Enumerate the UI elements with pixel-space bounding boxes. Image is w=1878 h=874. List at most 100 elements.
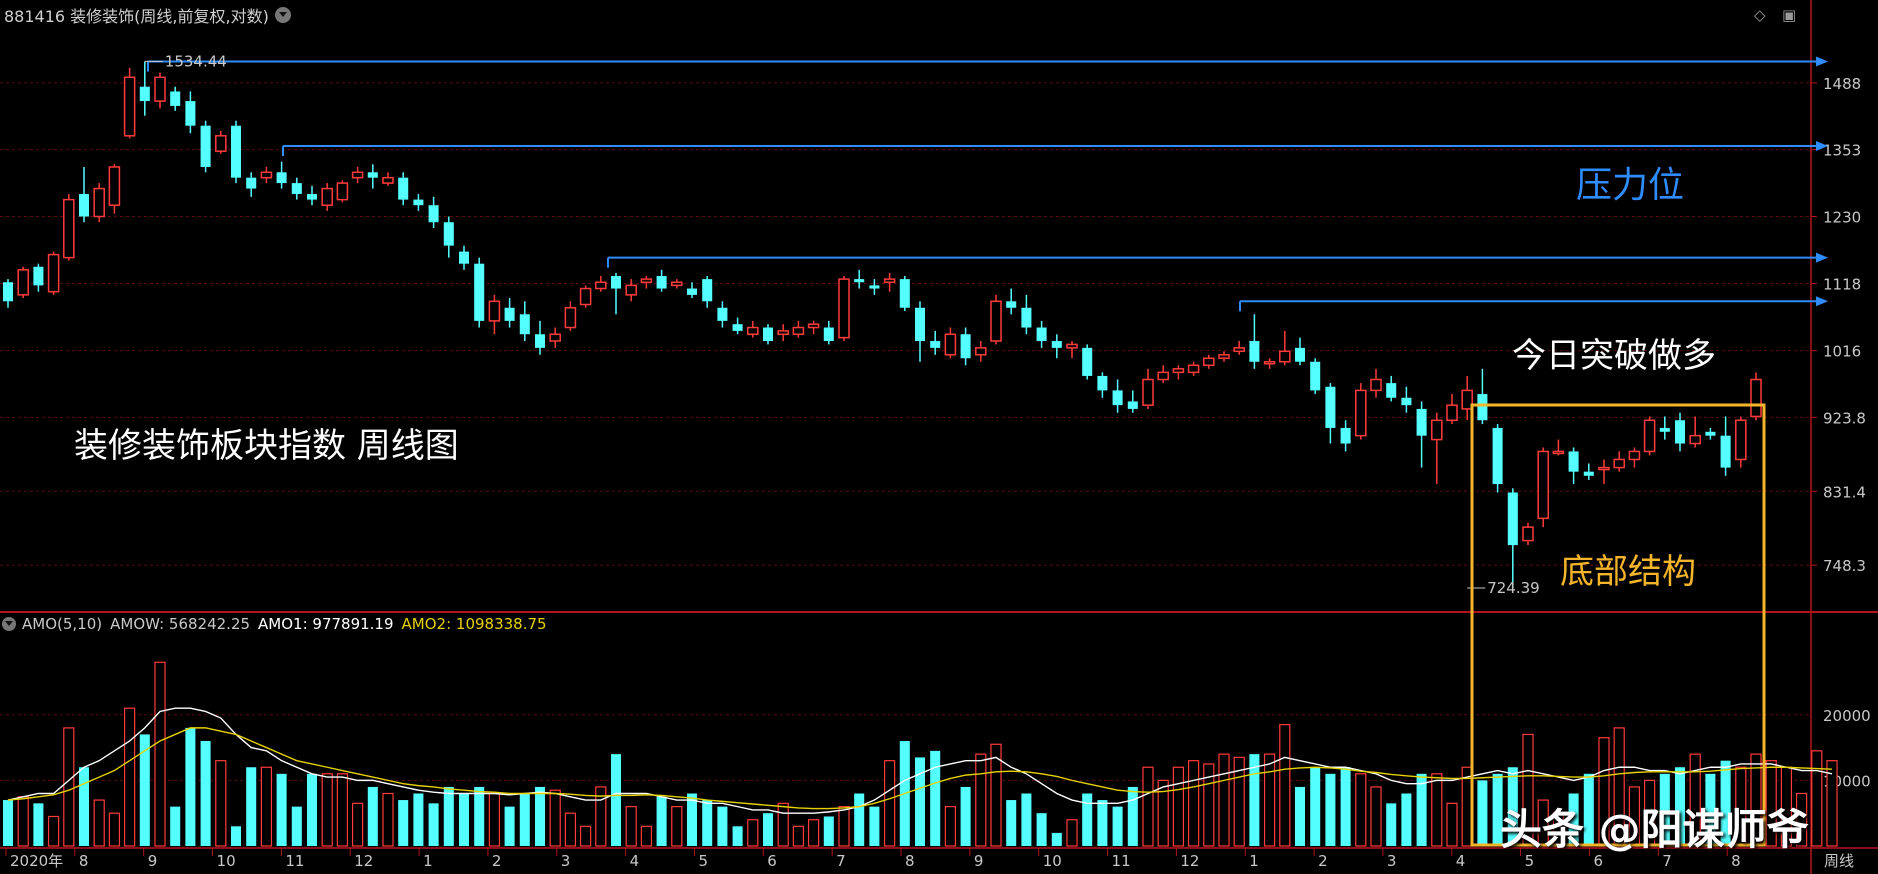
- volume-bar-up: [595, 786, 607, 847]
- indicator-name: AMO(5,10): [22, 615, 103, 633]
- volume-bar-up: [1066, 819, 1078, 847]
- x-tick-label: 7: [836, 852, 846, 870]
- volume-bar-up: [671, 806, 683, 847]
- candle-down: [1006, 301, 1017, 308]
- volume-bar-up: [1279, 723, 1291, 847]
- chevron-down-icon[interactable]: [2, 617, 16, 631]
- candle-down: [686, 288, 698, 295]
- price-tick-label: 923.8: [1823, 409, 1866, 427]
- candle-down: [276, 172, 287, 184]
- candle-up: [1689, 434, 1701, 445]
- volume-bar-up: [1263, 753, 1276, 847]
- volume-bar-down: [823, 816, 834, 846]
- chevron-down-icon[interactable]: [274, 7, 291, 23]
- candle-up: [1187, 364, 1200, 374]
- candle-down: [458, 251, 470, 264]
- candle-up: [1750, 378, 1762, 418]
- candle-up: [1355, 389, 1367, 437]
- volume-bar-up: [154, 661, 166, 847]
- volume-bar-up: [108, 812, 121, 847]
- volume-bar-up: [63, 727, 75, 847]
- volume-bar-down: [702, 800, 713, 846]
- x-tick-label: 3: [561, 852, 571, 870]
- amow-value: AMOW: 568242.25: [110, 615, 251, 633]
- volume-bar-up: [792, 825, 805, 847]
- volume-bar-down: [398, 800, 409, 846]
- volume-bar-down: [1340, 767, 1351, 846]
- candle-down: [200, 125, 211, 167]
- candle-down: [1401, 397, 1412, 406]
- candle-up: [382, 176, 394, 184]
- x-tick-label: 1: [423, 852, 433, 870]
- candle-up: [1263, 361, 1276, 365]
- candle-up: [1446, 404, 1458, 422]
- x-tick-label: 9: [148, 852, 158, 870]
- candle-up: [579, 287, 592, 306]
- volume-bar-up: [549, 789, 561, 847]
- volume-bar-down: [443, 786, 454, 846]
- volume-bar-down: [474, 786, 485, 846]
- volume-bar-down: [1051, 832, 1062, 846]
- volume-bar-up: [321, 773, 333, 847]
- volume-bar-down: [610, 754, 622, 846]
- volume-bar-up: [351, 802, 364, 847]
- candle-up: [17, 269, 29, 296]
- volume-bar-down: [930, 750, 941, 846]
- volume-bar-up: [975, 753, 987, 847]
- window-toggle-icon[interactable]: ▣: [1782, 6, 1797, 24]
- volume-bar-down: [732, 826, 743, 846]
- volume-bar-down: [276, 773, 287, 846]
- candle-up: [488, 300, 501, 322]
- candle-up: [1643, 419, 1656, 453]
- candle-down: [1492, 427, 1503, 485]
- candle-up: [1279, 350, 1291, 363]
- candle-down: [1310, 361, 1321, 391]
- volume-bar-down: [1492, 773, 1503, 846]
- x-tick-label: 8: [79, 852, 89, 870]
- x-axis-label: 周线: [1824, 852, 1854, 870]
- candle-up: [1431, 419, 1443, 441]
- volume-bar-down: [458, 793, 470, 846]
- volume-bar-down: [1568, 793, 1579, 846]
- candle-down: [823, 327, 834, 342]
- candle-up: [1370, 378, 1382, 392]
- volume-bar-down: [1705, 773, 1716, 846]
- candle-down: [1659, 427, 1670, 432]
- candle-up: [1157, 371, 1169, 381]
- volume-bar-down: [1294, 786, 1306, 846]
- candle-down: [139, 86, 150, 102]
- diamond-icon[interactable]: ◇: [1754, 6, 1766, 24]
- volume-bar-up: [336, 773, 349, 847]
- volume-bar-down: [1082, 793, 1093, 846]
- candle-up: [1142, 378, 1154, 406]
- candle-up: [625, 284, 637, 296]
- volume-bar-down: [1659, 773, 1670, 846]
- volume-bar-up: [1811, 750, 1823, 847]
- candle-down: [702, 279, 713, 302]
- candle-up: [564, 307, 577, 329]
- candle-down: [1720, 435, 1731, 468]
- x-tick-label: 2: [1318, 852, 1328, 870]
- price-tick-label: 1016: [1823, 343, 1861, 361]
- volume-bar-up: [1431, 773, 1443, 847]
- candle-down: [1477, 394, 1488, 421]
- volume-bar-up: [1446, 802, 1458, 847]
- candle-down: [230, 125, 242, 178]
- indicator-bar: AMO(5,10) AMOW: 568242.25 AMO1: 977891.1…: [2, 614, 555, 634]
- x-tick-label: 2020年: [10, 852, 63, 870]
- x-tick-label: 5: [1525, 852, 1535, 870]
- volume-bar-down: [717, 806, 728, 846]
- resistance-arrowhead: [1816, 56, 1828, 67]
- price-tick-label: 831.4: [1823, 483, 1866, 501]
- volume-bar-down: [869, 806, 880, 846]
- volume-bar-down: [185, 727, 196, 846]
- volume-bar-up: [1765, 760, 1777, 847]
- candle-down: [914, 307, 926, 342]
- volume-bar-down: [1386, 803, 1397, 846]
- price-tick-label: 1118: [1823, 275, 1861, 293]
- bottom-structure-label: 底部结构: [1560, 552, 1696, 592]
- volume-bar-up: [1795, 792, 1808, 847]
- candle-up: [807, 323, 820, 329]
- volume-bar-up: [579, 825, 592, 847]
